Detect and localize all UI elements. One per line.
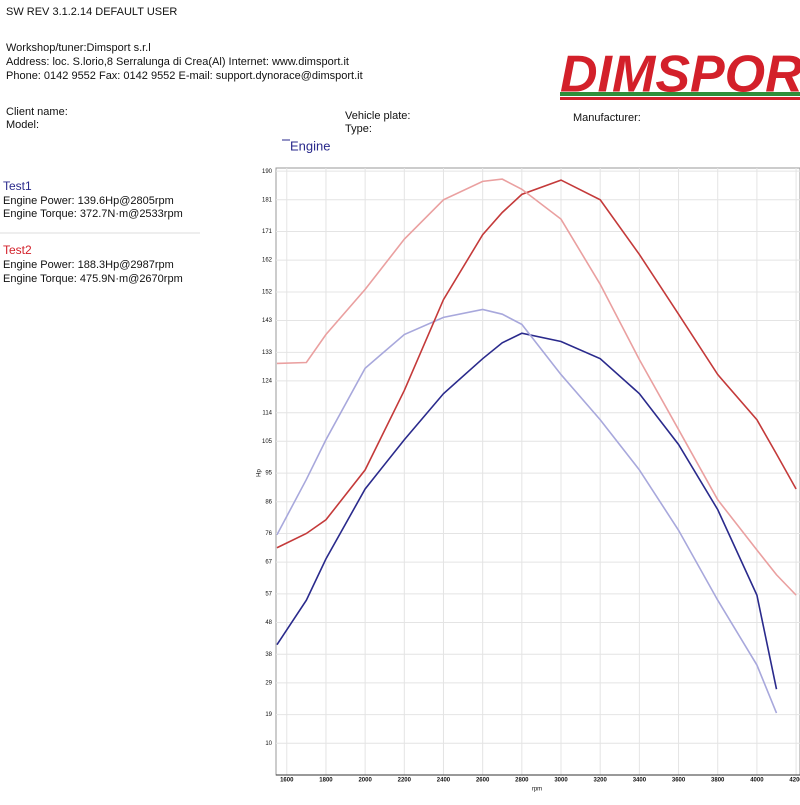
- y-tick-label: 86: [265, 499, 272, 505]
- series-line: [276, 178, 797, 596]
- y-tick-label: 171: [262, 229, 273, 235]
- plot-area: [275, 167, 800, 776]
- y-tick-label: 124: [262, 379, 273, 385]
- plate: Vehicle plate:: [345, 110, 410, 122]
- y-tick-label: 38: [265, 652, 272, 658]
- x-tick-label: 4200: [789, 778, 800, 784]
- y-tick-label: 105: [262, 439, 273, 445]
- x-tick-label: 2000: [358, 778, 372, 784]
- logo-stripe: [560, 97, 800, 100]
- x-tick-label: 4000: [750, 778, 764, 784]
- test-torque: Engine Torque: 372.7N·m@2533rpm: [3, 208, 183, 220]
- software-line: SW REV 3.1.2.14 DEFAULT USER: [6, 6, 177, 18]
- x-axis-label: rpm: [532, 787, 542, 793]
- y-tick-label: 95: [265, 471, 272, 477]
- x-tick-label: 3600: [672, 778, 686, 784]
- client: Client name:: [6, 106, 68, 118]
- x-tick-label: 2600: [476, 778, 490, 784]
- test-name: Test1: [3, 179, 32, 193]
- y-axis-label: Hp: [257, 469, 263, 477]
- y-tick-label: 114: [262, 410, 272, 416]
- x-tick-label: 3200: [594, 778, 608, 784]
- y-tick-label: 76: [265, 531, 272, 537]
- y-tick-label: 133: [262, 350, 273, 356]
- y-tick-label: 57: [265, 591, 272, 597]
- x-tick-label: 2200: [398, 778, 412, 784]
- test-power: Engine Power: 139.6Hp@2805rpm: [3, 195, 174, 207]
- y-tick-label: 190: [262, 169, 273, 175]
- y-tick-label: 162: [262, 258, 273, 264]
- phone: Phone: 0142 9552 Fax: 0142 9552 E-mail: …: [6, 70, 363, 82]
- y-tick-label: 67: [265, 560, 272, 566]
- y-tick-label: 181: [262, 197, 273, 203]
- series-line: [276, 308, 778, 714]
- x-tick-label: 1600: [280, 778, 294, 784]
- y-tick-label: 29: [265, 680, 272, 686]
- y-tick-label: 152: [262, 290, 273, 296]
- model: Model:: [6, 119, 39, 131]
- x-tick-label: 2400: [437, 778, 451, 784]
- test-torque: Engine Torque: 475.9N·m@2670rpm: [3, 273, 183, 285]
- test-name: Test2: [3, 243, 32, 257]
- x-tick-label: 1800: [319, 778, 333, 784]
- address: Address: loc. S.lorio,8 Serralunga di Cr…: [6, 56, 349, 68]
- type: Type:: [345, 123, 372, 135]
- manufacturer: Manufacturer:: [573, 112, 641, 124]
- y-tick-label: 19: [265, 712, 272, 718]
- logo-stripe: [560, 92, 800, 96]
- y-tick-label: 48: [265, 620, 272, 626]
- series-line: [276, 332, 778, 690]
- workshop: Workshop/tuner:Dimsport s.r.l: [6, 42, 151, 54]
- legend: Engine: [290, 138, 330, 153]
- x-tick-label: 3000: [554, 778, 568, 784]
- y-tick-label: 143: [262, 318, 273, 324]
- x-tick-label: 3800: [711, 778, 725, 784]
- y-tick-label: 10: [265, 741, 272, 747]
- x-tick-label: 3400: [633, 778, 647, 784]
- test-power: Engine Power: 188.3Hp@2987rpm: [3, 259, 174, 271]
- series-line: [276, 179, 797, 549]
- x-tick-label: 2800: [515, 778, 529, 784]
